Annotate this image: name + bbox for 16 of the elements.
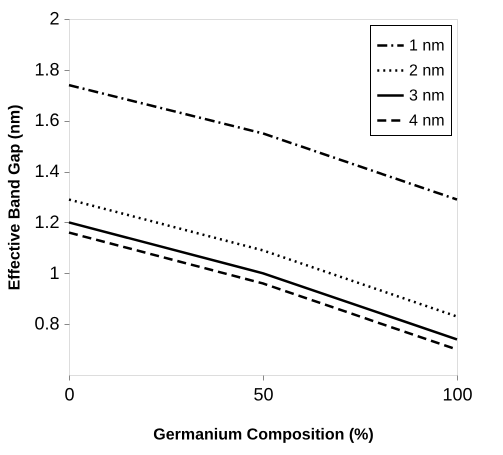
legend-label: 1 nm [409, 38, 445, 54]
legend-label: 3 nm [409, 88, 445, 104]
y-tick-label: 1 [49, 262, 60, 283]
legend-label: 2 nm [409, 62, 445, 80]
legend-label: 4 nm [409, 112, 445, 130]
y-tick-label: 0.8 [34, 314, 60, 334]
y-tick-label: 2 [49, 8, 60, 28]
y-tick-label: 1.2 [34, 212, 60, 232]
y-tick-label: 1.6 [34, 110, 60, 130]
y-tick-label: 1.8 [34, 59, 60, 80]
x-tick-label: 100 [442, 384, 473, 404]
y-tick-label: 1.4 [34, 161, 60, 182]
y-axis-title: Effective Band Gap (nm) [6, 104, 24, 290]
x-axis-title: Germanium Composition (%) [153, 426, 374, 444]
x-tick-label: 50 [253, 384, 274, 404]
x-tick-label: 0 [64, 384, 75, 404]
